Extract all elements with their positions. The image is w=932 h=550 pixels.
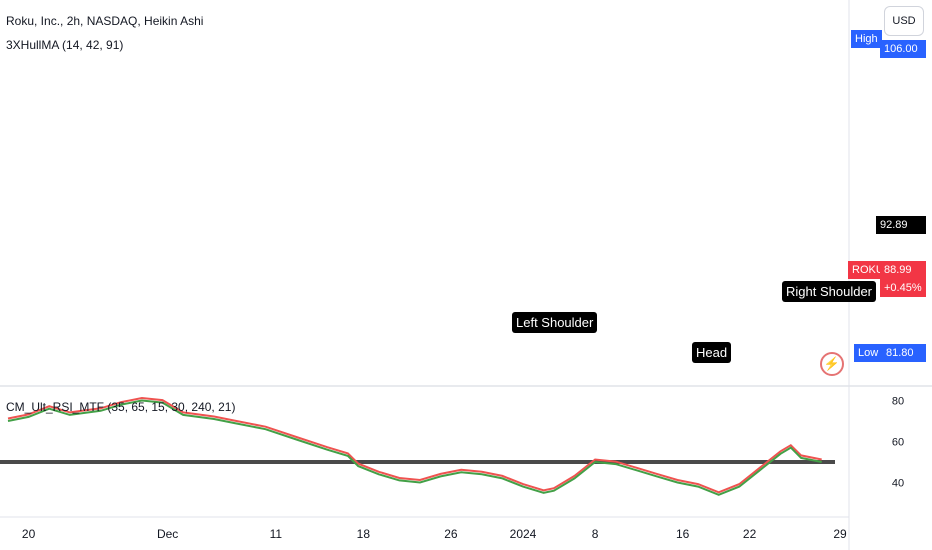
high-label-tag: High: [851, 30, 882, 48]
time-axis-label: 20: [22, 527, 36, 541]
head-label: Head: [692, 342, 732, 363]
rsi-indicator-label[interactable]: CM_Ult_RSI_MTF (35, 65, 15, 30, 240, 21): [6, 400, 236, 414]
last-price-tag: 88.99: [880, 261, 926, 279]
currency-button[interactable]: USD: [884, 6, 924, 36]
rsi-axis-label: 60: [892, 437, 904, 449]
time-axis-label: Dec: [157, 527, 178, 541]
rsi-axis-label: 40: [892, 478, 904, 490]
rsi-line: [7, 399, 822, 496]
rsi-axis-label: 80: [892, 396, 904, 408]
time-axis-label: 2024: [510, 527, 537, 541]
lightning-alert-icon[interactable]: ⚡: [820, 352, 844, 376]
time-axis-label: 22: [743, 527, 757, 541]
left-shoulder-label: Left Shoulder: [512, 312, 598, 333]
rsi-line-secondary: [7, 396, 822, 494]
time-axis-label: 26: [444, 527, 458, 541]
low-value-tag: 81.80: [882, 344, 926, 362]
right-shoulder-label: Right Shoulder: [782, 281, 876, 302]
symbol-title: Roku, Inc., 2h, NASDAQ, Heikin Ashi: [6, 14, 204, 28]
time-axis-label: 29: [833, 527, 847, 541]
time-axis-label: 8: [592, 527, 599, 541]
time-axis-label: 18: [357, 527, 371, 541]
ticker-tag: ROKU: [848, 261, 888, 279]
low-label-tag: Low: [854, 344, 883, 362]
hullma-indicator-label[interactable]: 3XHullMA (14, 42, 91): [6, 38, 124, 52]
level-value-tag: 92.89: [876, 216, 926, 234]
rsi-lines: [7, 396, 822, 496]
high-value-tag: 106.00: [880, 40, 926, 58]
change-pct-tag: +0.45%: [880, 279, 926, 297]
time-axis-label: 16: [676, 527, 690, 541]
time-axis-label: 11: [270, 527, 283, 541]
